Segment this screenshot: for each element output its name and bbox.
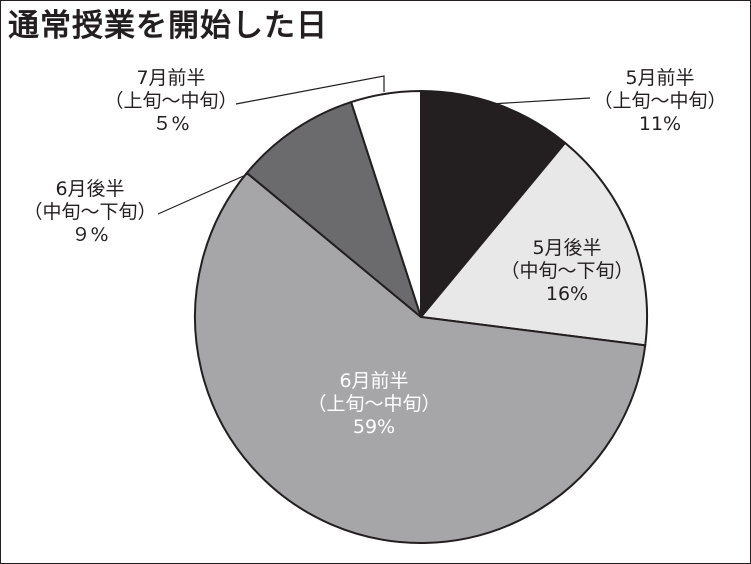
slice-name-label: 5月後半	[532, 237, 601, 259]
leader-line	[235, 75, 385, 105]
slice-name-label: （上旬〜中旬）	[307, 393, 440, 415]
leader-line	[157, 173, 249, 215]
slice-label: 6月前半（上旬〜中旬） 59%	[307, 370, 440, 438]
slice-percent-label: ５%	[152, 113, 189, 135]
pie-slice	[420, 141, 648, 347]
slice-percent-label: 16%	[546, 283, 588, 305]
slice-percent-label: 11%	[639, 113, 681, 135]
slice-name-label: 6月前半	[339, 370, 408, 392]
slice-label: 5月前半（上旬〜中旬） 11%	[593, 67, 726, 135]
slice-label: 5月後半（中旬〜下旬） 16%	[500, 237, 633, 305]
pie-slice	[245, 101, 422, 318]
slice-name-label: （上旬〜中旬）	[593, 90, 726, 112]
leader-line	[489, 97, 591, 105]
slice-percent-label: 59%	[353, 416, 395, 438]
pie-slice	[194, 171, 647, 544]
slice-name-label: 5月前半	[625, 67, 694, 89]
slice-name-label: 6月後半	[55, 178, 124, 200]
slice-name-label: 7月前半	[136, 67, 205, 89]
slice-label: 7月前半（上旬〜中旬）５%	[104, 67, 237, 135]
slice-percent-label: ９%	[71, 224, 108, 246]
slice-name-label: （中旬〜下旬）	[23, 201, 156, 223]
slice-label: 6月後半（中旬〜下旬）９%	[23, 178, 156, 246]
chart-title: 通常授業を開始した日	[8, 8, 328, 44]
slice-name-label: （中旬〜下旬）	[500, 260, 633, 282]
pie-slice	[420, 90, 567, 318]
slice-name-label: （上旬〜中旬）	[104, 90, 237, 112]
pie-slice	[350, 90, 422, 318]
